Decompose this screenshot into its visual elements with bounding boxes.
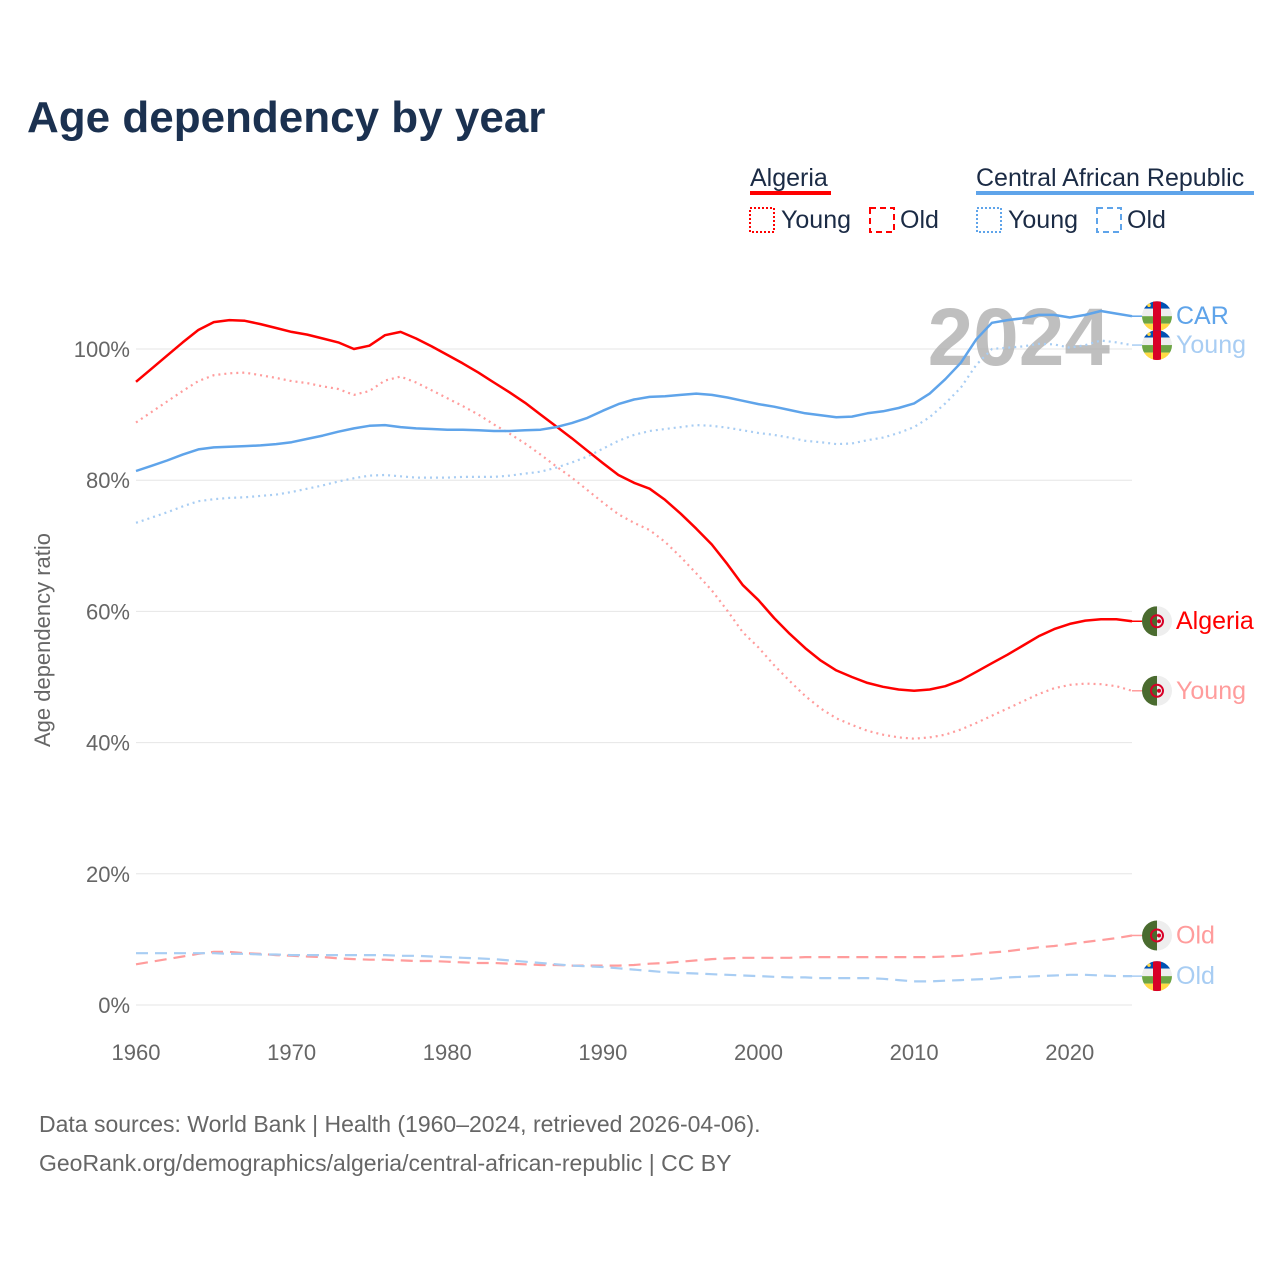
flag-green — [1142, 675, 1157, 706]
flag-white — [1157, 675, 1172, 706]
end-label-group: Young — [1132, 675, 1246, 706]
legend-group-algeria[interactable]: Algeria Young Old — [749, 164, 939, 234]
series-lines — [135, 309, 1133, 983]
legend-car-label: Central African Republic — [976, 164, 1244, 192]
x-tick-label: 2020 — [1045, 1040, 1094, 1065]
series-line-central-african-republic-young — [135, 339, 1133, 524]
flag-star — [1157, 688, 1161, 693]
footer-source: Data sources: World Bank | Health (1960–… — [39, 1111, 761, 1137]
end-label: CAR — [1176, 302, 1229, 330]
end-label: Young — [1176, 331, 1246, 359]
grid — [136, 348, 1132, 1006]
x-tick-label: 2000 — [734, 1040, 783, 1065]
end-label-group: Young — [1132, 330, 1246, 361]
y-tick-label: 40% — [86, 731, 130, 756]
car-flag-icon — [1142, 330, 1172, 361]
legend-car-old-swatch — [1096, 207, 1122, 233]
flag-white — [1157, 606, 1172, 637]
legend-algeria-young: Young — [781, 206, 851, 234]
flag-star — [1147, 963, 1151, 967]
series-line-algeria-old — [135, 934, 1133, 967]
flag-green — [1142, 920, 1157, 951]
end-label-group: Old — [1132, 920, 1215, 951]
car-flag-icon — [1142, 961, 1172, 992]
flag-crescent — [1150, 683, 1164, 698]
flag-red-band — [1153, 301, 1161, 332]
legend-algeria-young-swatch — [749, 207, 775, 233]
end-label-group: CAR — [1132, 301, 1229, 332]
x-tick-label: 1990 — [578, 1040, 627, 1065]
footer-credit[interactable]: GeoRank.org/demographics/algeria/central… — [39, 1150, 731, 1176]
flag-green — [1142, 606, 1157, 637]
y-tick-label: 80% — [86, 468, 130, 493]
x-tick-label: 1960 — [112, 1040, 161, 1065]
flag-white — [1157, 920, 1172, 951]
x-axis-ticks: 1960 1970 1980 1990 2000 2010 2020 — [112, 1040, 1095, 1065]
flag-star — [1147, 332, 1151, 336]
car-flag-icon — [1142, 301, 1172, 332]
legend-car-old: Old — [1127, 206, 1166, 234]
year-indicator: 2024 — [928, 292, 1111, 383]
end-label: Old — [1176, 921, 1215, 949]
flag-star — [1157, 933, 1161, 938]
x-tick-label: 1980 — [423, 1040, 472, 1065]
series-line-central-african-republic-total — [135, 309, 1133, 473]
legend-car-young-swatch — [976, 207, 1002, 233]
flag-star — [1157, 619, 1161, 624]
end-label: Young — [1176, 677, 1246, 705]
legend-algeria-old: Old — [900, 206, 939, 234]
flag-crescent — [1150, 614, 1164, 629]
legend-algeria-swatch — [750, 191, 831, 195]
end-label-group: Old — [1132, 961, 1215, 992]
series-line-algeria-young — [135, 371, 1133, 740]
flag-crescent — [1150, 928, 1164, 943]
end-label-group: Algeria — [1132, 606, 1254, 637]
flag-red-band — [1153, 961, 1161, 992]
series-line-algeria-total — [135, 318, 1133, 693]
end-label: Algeria — [1176, 607, 1254, 635]
legend: Algeria Young Old Central African Republ… — [749, 164, 1254, 234]
flag-star — [1147, 303, 1151, 308]
y-tick-label: 20% — [86, 862, 130, 887]
y-axis-ticks: 0% 20% 40% 60% 80% 100% — [74, 337, 130, 1018]
flag-red-band — [1153, 330, 1161, 361]
algeria-flag-icon — [1142, 675, 1172, 706]
series-line-central-african-republic-old — [136, 952, 1132, 983]
x-tick-label: 2010 — [890, 1040, 939, 1065]
legend-algeria-old-swatch — [869, 207, 895, 233]
y-tick-label: 60% — [86, 599, 130, 624]
algeria-flag-icon — [1142, 920, 1172, 951]
algeria-flag-icon — [1142, 606, 1172, 637]
x-tick-label: 1970 — [267, 1040, 316, 1065]
y-axis-title: Age dependency ratio — [30, 533, 55, 747]
legend-car-swatch — [976, 191, 1254, 195]
legend-group-car[interactable]: Central African Republic Young Old — [976, 164, 1254, 234]
end-label: Old — [1176, 962, 1215, 990]
y-tick-label: 100% — [74, 337, 130, 362]
legend-car-young: Young — [1008, 206, 1078, 234]
legend-algeria-label: Algeria — [750, 164, 828, 192]
y-tick-label: 0% — [98, 993, 130, 1018]
chart-title: Age dependency by year — [27, 93, 545, 142]
